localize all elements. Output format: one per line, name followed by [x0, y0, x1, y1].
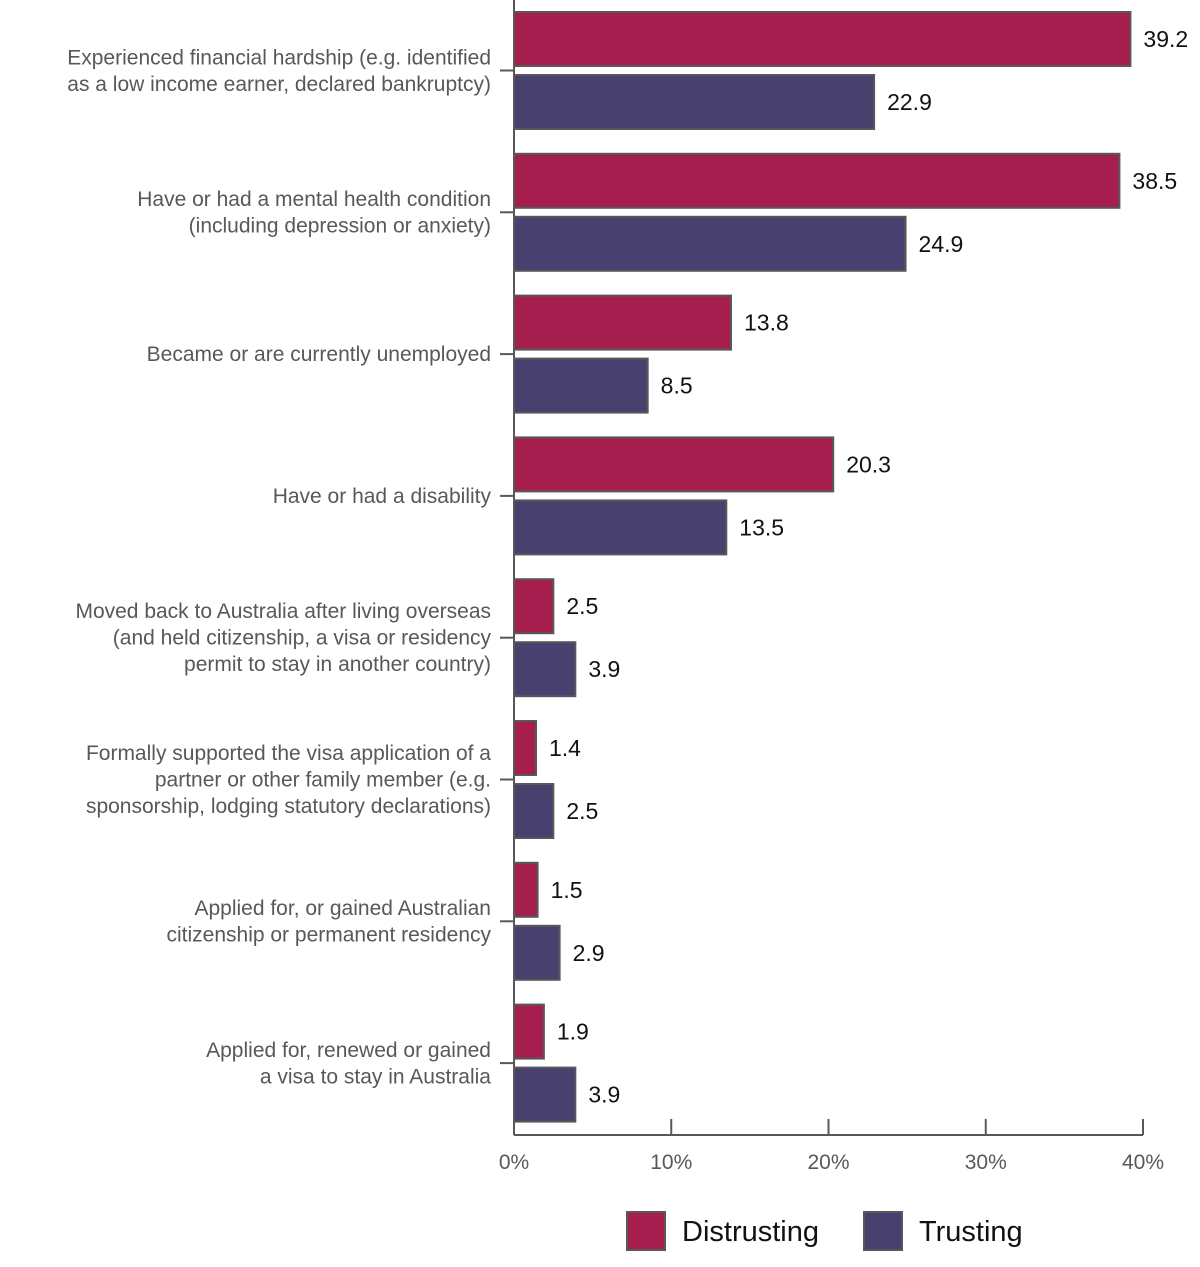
- data-label: 22.9: [887, 89, 932, 115]
- legend-swatch-distrusting: [626, 1211, 666, 1251]
- x-tick-label: 40%: [1122, 1151, 1164, 1174]
- data-label: 38.5: [1132, 168, 1177, 194]
- bar-distrusting: [513, 1003, 545, 1060]
- data-label: 20.3: [846, 451, 891, 477]
- bar-distrusting: [513, 861, 539, 918]
- bar-distrusting: [513, 720, 538, 776]
- bar-distrusting: [513, 294, 733, 351]
- bar-trusting: [513, 74, 876, 130]
- bar-trusting: [513, 215, 907, 272]
- x-tick-label: 0%: [499, 1151, 529, 1174]
- bar-trusting: [513, 1066, 577, 1123]
- category-label: (and held citizenship, a visa or residen…: [113, 627, 492, 650]
- category-label: sponsorship, lodging statutory declarati…: [86, 795, 491, 818]
- bar-distrusting: [513, 578, 555, 635]
- category-label: Experienced financial hardship (e.g. ide…: [67, 46, 491, 69]
- data-label: 3.9: [588, 656, 620, 682]
- category-label: as a low income earner, declared bankrup…: [67, 73, 491, 96]
- x-tick-label: 30%: [965, 1151, 1007, 1174]
- legend-swatch-trusting: [863, 1211, 903, 1251]
- bar-distrusting: [513, 11, 1132, 67]
- x-tick-label: 10%: [650, 1151, 692, 1174]
- data-label: 2.5: [566, 798, 598, 824]
- bar-trusting: [513, 783, 555, 839]
- data-label: 2.9: [573, 940, 605, 966]
- data-label: 13.8: [744, 310, 789, 336]
- bar-trusting: [513, 641, 577, 698]
- data-label: 2.5: [566, 593, 598, 619]
- category-label: Have or had a disability: [273, 485, 492, 508]
- category-label: partner or other family member (e.g.: [155, 769, 491, 792]
- bar-trusting: [513, 924, 561, 981]
- category-label: Applied for, renewed or gained: [206, 1039, 491, 1062]
- category-label: (including depression or anxiety): [189, 215, 491, 238]
- x-tick-label: 20%: [807, 1151, 849, 1174]
- data-label: 13.5: [739, 514, 784, 540]
- legend-label-trusting: Trusting: [919, 1216, 1023, 1248]
- category-label: Have or had a mental health condition: [137, 188, 491, 211]
- data-label: 8.5: [661, 373, 693, 399]
- category-label: Became or are currently unemployed: [147, 343, 491, 366]
- legend-label-distrusting: Distrusting: [682, 1216, 819, 1248]
- category-label: citizenship or permanent residency: [167, 924, 492, 947]
- category-label: Formally supported the visa application …: [86, 742, 491, 765]
- bar-trusting: [513, 357, 649, 414]
- bar-trusting: [513, 499, 728, 556]
- bar-distrusting: [513, 436, 835, 493]
- data-label: 1.9: [557, 1019, 589, 1045]
- data-label: 3.9: [588, 1082, 620, 1108]
- category-label: Moved back to Australia after living ove…: [75, 600, 491, 623]
- category-label: permit to stay in another country): [184, 653, 491, 676]
- bar-distrusting: [513, 152, 1121, 209]
- data-label: 39.2: [1143, 26, 1188, 52]
- data-label: 1.5: [551, 877, 583, 903]
- data-label: 24.9: [919, 231, 964, 257]
- category-label: a visa to stay in Australia: [260, 1065, 491, 1088]
- data-label: 1.4: [549, 735, 581, 761]
- category-label: Applied for, or gained Australian: [194, 897, 491, 920]
